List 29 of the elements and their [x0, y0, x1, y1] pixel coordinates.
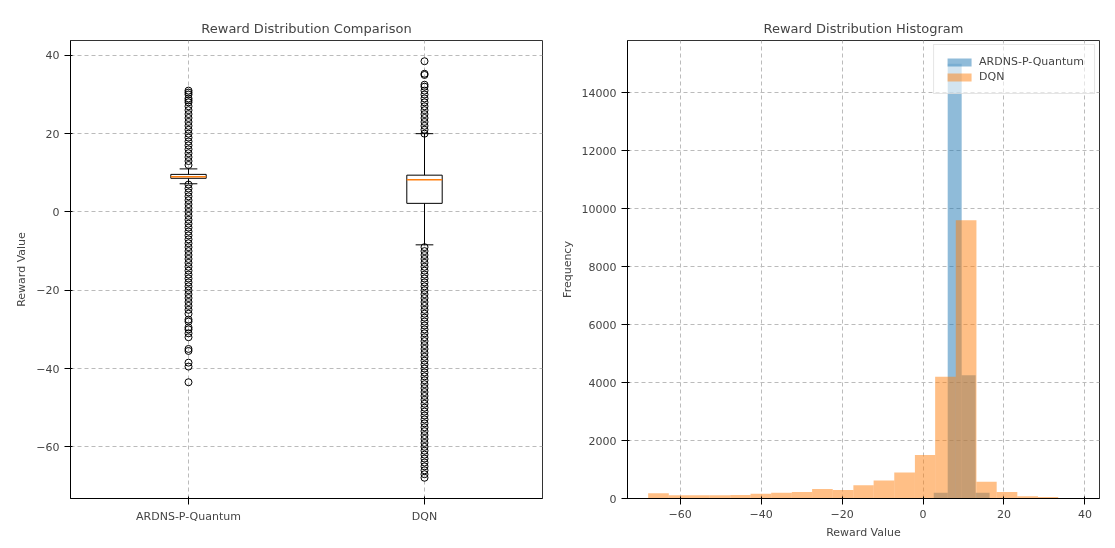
x-tick-label: −20 — [830, 507, 854, 521]
y-tick-label: −20 — [36, 284, 60, 298]
y-tick-label: 10000 — [581, 202, 617, 216]
y-tick-label: 0 — [52, 205, 60, 219]
x-tick-label: DQN — [411, 509, 438, 523]
y-tick-label: 2000 — [588, 434, 617, 448]
x-axis-title: Reward Value — [826, 525, 902, 539]
chart-title: Reward Distribution Comparison — [201, 20, 412, 36]
x-tick-label: −40 — [749, 507, 773, 521]
x-tick-label: 40 — [1077, 507, 1092, 521]
y-tick-label: −60 — [36, 440, 60, 454]
x-tick-label: 0 — [919, 507, 927, 521]
legend-label: DQN — [979, 70, 1005, 83]
y-tick-label: 6000 — [588, 318, 617, 332]
y-tick-label: 40 — [45, 49, 60, 63]
y-tick-label: 0 — [609, 492, 617, 506]
chart-title: Reward Distribution Histogram — [763, 20, 964, 36]
x-tick-label: −60 — [668, 507, 692, 521]
y-tick-label: 12000 — [581, 144, 617, 158]
y-tick-label: −40 — [36, 362, 60, 376]
y-tick-label: 20 — [45, 127, 60, 141]
y-tick-label: 14000 — [581, 86, 617, 100]
y-tick-label: 8000 — [588, 260, 617, 274]
y-axis-title: Frequency — [560, 240, 574, 298]
y-tick-label: 4000 — [588, 376, 617, 390]
legend-label: ARDNS-P-Quantum — [979, 55, 1084, 68]
x-tick-label: ARDNS-P-Quantum — [136, 509, 241, 523]
x-tick-label: 20 — [996, 507, 1011, 521]
y-axis-title: Reward Value — [15, 231, 29, 307]
